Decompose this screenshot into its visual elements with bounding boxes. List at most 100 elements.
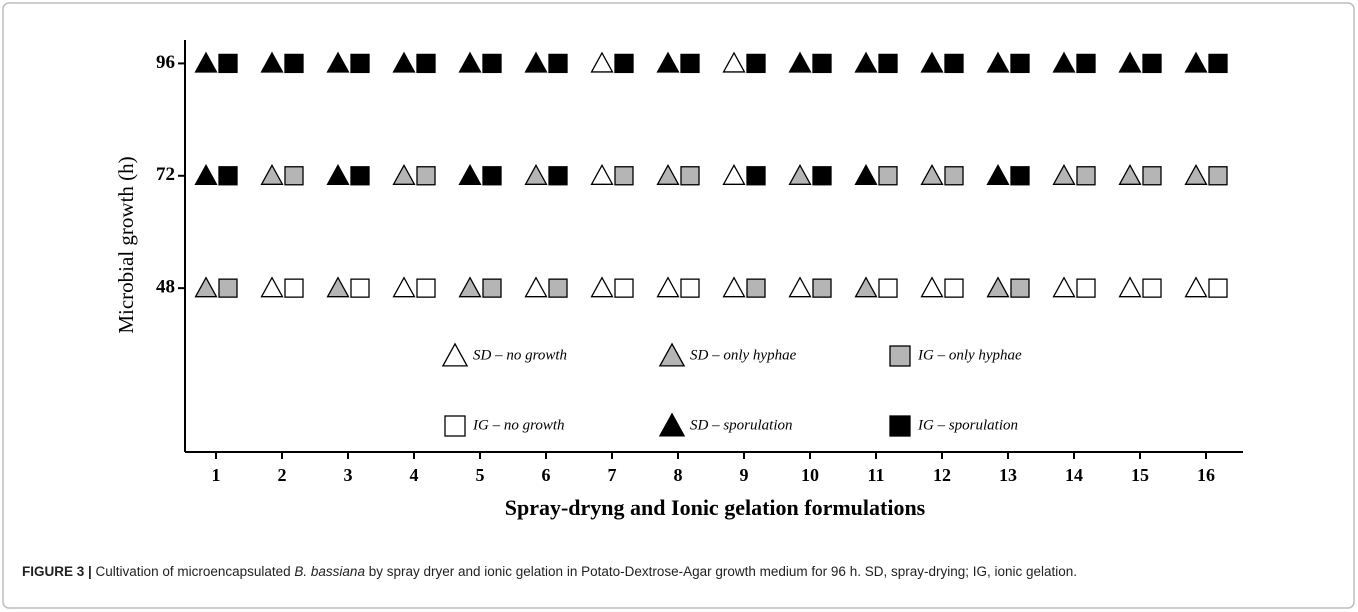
ig-marker: [482, 53, 502, 74]
sd-marker: [524, 51, 548, 73]
sd-marker: [524, 276, 548, 298]
ig-marker: [1010, 166, 1030, 186]
y-axis-label: Microbial growth (h): [114, 156, 138, 333]
legend-swatch: [658, 412, 686, 437]
sd-marker: [722, 51, 746, 73]
sd-marker: [1118, 276, 1142, 298]
legend-swatch: [658, 342, 686, 367]
ig-marker: [944, 278, 964, 298]
sd-marker: [1184, 51, 1208, 73]
ig-marker: [878, 53, 898, 74]
caption-species: B. bassiana: [294, 564, 365, 579]
x-tick-label: 9: [740, 465, 749, 485]
x-tick-label: 3: [344, 465, 353, 485]
sd-marker: [854, 276, 878, 298]
sd-marker: [788, 163, 812, 185]
sd-marker: [194, 163, 218, 185]
sd-marker: [1052, 51, 1076, 73]
sd-marker: [986, 51, 1010, 73]
ig-marker: [1076, 166, 1096, 186]
x-axis-label: Spray-dryng and Ionic gelation formulati…: [505, 495, 926, 520]
sd-marker: [920, 163, 944, 185]
x-tick-label: 5: [476, 465, 485, 485]
sd-marker: [326, 51, 350, 73]
ig-marker: [482, 278, 502, 298]
sd-marker: [194, 276, 218, 298]
ig-marker: [416, 53, 436, 74]
x-tick-label: 11: [867, 465, 884, 485]
sd-marker: [326, 163, 350, 185]
ig-marker: [548, 166, 568, 186]
sd-marker: [788, 276, 812, 298]
sd-marker: [986, 163, 1010, 185]
ig-marker: [812, 53, 832, 74]
ig-marker: [1142, 53, 1162, 74]
legend-swatch: [441, 342, 469, 367]
x-tick-label: 2: [278, 465, 287, 485]
legend-label: IG – only hyphae: [917, 347, 1022, 363]
sd-marker: [920, 51, 944, 73]
sd-marker: [1118, 163, 1142, 185]
caption: FIGURE 3 | Cultivation of microencapsula…: [22, 562, 1338, 582]
legend-label: SD – sporulation: [690, 417, 793, 433]
sd-marker: [722, 163, 746, 185]
sd-marker: [326, 276, 350, 298]
legend-swatch: [889, 415, 911, 437]
x-tick-label: 13: [999, 465, 1017, 485]
sd-marker: [854, 163, 878, 185]
ig-marker: [284, 166, 304, 186]
ig-marker: [614, 278, 634, 298]
ig-marker: [1142, 278, 1162, 298]
sd-marker: [1118, 51, 1142, 73]
ig-marker: [680, 278, 700, 298]
x-tick-label: 6: [542, 465, 551, 485]
ig-marker: [614, 53, 634, 74]
ig-marker: [416, 166, 436, 186]
sd-marker: [260, 276, 284, 298]
ig-marker: [350, 278, 370, 298]
x-tick-label: 14: [1065, 465, 1083, 485]
ig-marker: [1010, 53, 1030, 74]
ig-marker: [350, 166, 370, 186]
sd-marker: [260, 51, 284, 73]
ig-marker: [614, 166, 634, 186]
ig-marker: [548, 278, 568, 298]
sd-marker: [590, 51, 614, 73]
sd-marker: [590, 276, 614, 298]
caption-label: FIGURE 3 |: [22, 564, 92, 579]
sd-marker: [986, 276, 1010, 298]
ig-marker: [218, 278, 238, 298]
ig-marker: [878, 166, 898, 186]
ig-marker: [284, 53, 304, 74]
legend-swatch: [444, 415, 466, 437]
ig-marker: [746, 53, 766, 74]
x-tick-label: 1: [212, 465, 221, 485]
legend-swatch: [889, 345, 911, 367]
x-tick-label: 8: [674, 465, 683, 485]
sd-marker: [458, 163, 482, 185]
ig-marker: [1208, 53, 1228, 74]
y-tick-label: 96: [156, 52, 175, 73]
x-tick-label: 16: [1197, 465, 1215, 485]
ig-marker: [878, 278, 898, 298]
ig-marker: [416, 278, 436, 298]
sd-marker: [392, 51, 416, 73]
sd-marker: [1052, 276, 1076, 298]
sd-marker: [524, 163, 548, 185]
sd-marker: [788, 51, 812, 73]
ig-marker: [350, 53, 370, 74]
x-tick-label: 12: [933, 465, 951, 485]
sd-marker: [458, 276, 482, 298]
ig-marker: [1076, 278, 1096, 298]
sd-marker: [656, 163, 680, 185]
sd-marker: [590, 163, 614, 185]
sd-marker: [1184, 163, 1208, 185]
ig-marker: [1208, 278, 1228, 298]
sd-marker: [656, 51, 680, 73]
x-tick-label: 4: [410, 465, 419, 485]
ig-marker: [1142, 166, 1162, 186]
sd-marker: [656, 276, 680, 298]
ig-marker: [218, 166, 238, 186]
